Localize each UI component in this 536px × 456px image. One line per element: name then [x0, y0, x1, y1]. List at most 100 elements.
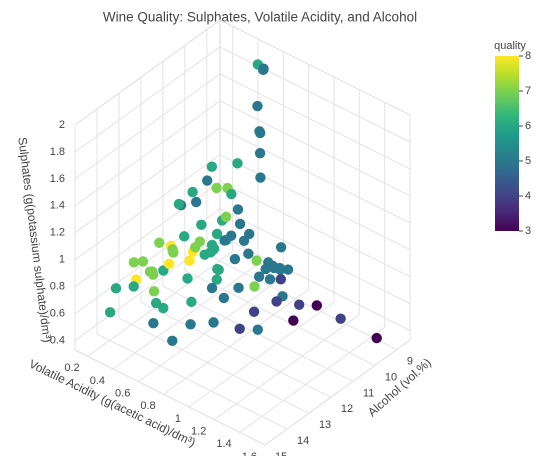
colorbar-tick-label: 7 [525, 85, 531, 97]
point [232, 204, 244, 215]
z-tick-label: 1.6 [50, 173, 65, 185]
y-tick-label: 0.8 [140, 400, 155, 412]
point [211, 274, 222, 285]
x-tick-label: 12 [341, 403, 353, 415]
point [148, 286, 160, 297]
point [137, 256, 149, 267]
grid-line [219, 100, 411, 197]
colorbar-tick-label: 3 [525, 225, 531, 237]
grid-line [264, 339, 411, 446]
x-tick-label: 13 [319, 419, 331, 431]
grid-line [74, 127, 221, 234]
point [213, 264, 224, 275]
point [199, 249, 210, 260]
z-tick-label: 0.8 [50, 281, 65, 293]
grid-line [138, 276, 284, 383]
point [154, 237, 165, 248]
point [251, 255, 262, 266]
point [226, 188, 237, 200]
point [248, 306, 260, 317]
colorbar [495, 56, 519, 231]
grid-line [219, 46, 411, 143]
point [104, 307, 116, 318]
point [128, 257, 140, 268]
point [208, 317, 219, 328]
colorbar-tick-label: 4 [525, 190, 531, 202]
z-axis-title: Sulphates (g(potassium sulphate)/dm³) [15, 136, 54, 343]
point [220, 211, 232, 223]
x-tick-label: 11 [363, 387, 374, 399]
grid-line [219, 127, 411, 224]
colorbar-tick-label: 6 [525, 120, 531, 132]
point [147, 269, 159, 280]
grid-line [219, 181, 411, 278]
point [167, 335, 178, 346]
point [234, 323, 245, 334]
point [229, 253, 241, 265]
z-tick-label: 0.4 [50, 334, 65, 346]
grid-line [219, 19, 411, 116]
point [218, 292, 230, 304]
grid-line [188, 301, 335, 408]
point [226, 230, 237, 241]
point [243, 248, 254, 259]
grid-line [219, 154, 411, 251]
point [148, 318, 159, 329]
grid-line [74, 73, 221, 180]
colorbar-tick-label: 8 [525, 50, 531, 62]
point [167, 244, 178, 255]
z-tick-label: 1 [59, 254, 65, 266]
y-tick-label: 1.2 [191, 426, 206, 438]
grid-line [112, 263, 259, 370]
point [179, 231, 190, 242]
grid-line [239, 326, 385, 433]
point [150, 297, 162, 309]
y-tick-label: 0.4 [90, 375, 105, 387]
y-axis-title: Volatile Acidity (g(acetic acid)/dm³) [27, 357, 198, 450]
x-tick-label: 15 [275, 451, 287, 456]
grid-line [214, 314, 360, 421]
point [184, 255, 195, 266]
point [335, 313, 346, 324]
point [255, 172, 266, 183]
x-tick-label: 14 [297, 435, 309, 447]
point [275, 242, 287, 253]
point [288, 315, 299, 326]
y-tick-label: 1 [175, 413, 181, 425]
grid-line [74, 46, 221, 153]
grid-line [219, 73, 411, 170]
grid-line [74, 19, 221, 126]
z-tick-label: 1.8 [50, 146, 65, 158]
point [206, 161, 218, 172]
point [206, 282, 218, 294]
point [196, 219, 207, 230]
point [208, 243, 220, 254]
point [186, 296, 197, 308]
point [282, 264, 294, 275]
point [258, 63, 269, 74]
point [371, 332, 382, 344]
z-tick-label: 1.4 [50, 200, 65, 212]
point [252, 324, 263, 335]
grid-line [140, 301, 332, 398]
grid-line [74, 100, 221, 207]
chart-title: Wine Quality: Sulphates, Volatile Acidit… [103, 10, 417, 25]
point [311, 300, 323, 311]
grid-line [74, 154, 221, 261]
grid-line [163, 288, 309, 395]
point [173, 198, 185, 210]
point [233, 282, 244, 294]
point [128, 281, 139, 292]
point [253, 271, 265, 282]
x-tick-label: 10 [385, 371, 397, 383]
colorbar-tick-label: 5 [525, 155, 531, 167]
y-tick-label: 1.4 [216, 438, 231, 450]
grid-line [96, 333, 288, 430]
z-tick-label: 0.6 [50, 308, 65, 320]
point [190, 242, 201, 253]
point [163, 258, 175, 270]
point [190, 196, 202, 208]
point [211, 182, 222, 194]
z-tick-label: 1.2 [50, 227, 65, 239]
